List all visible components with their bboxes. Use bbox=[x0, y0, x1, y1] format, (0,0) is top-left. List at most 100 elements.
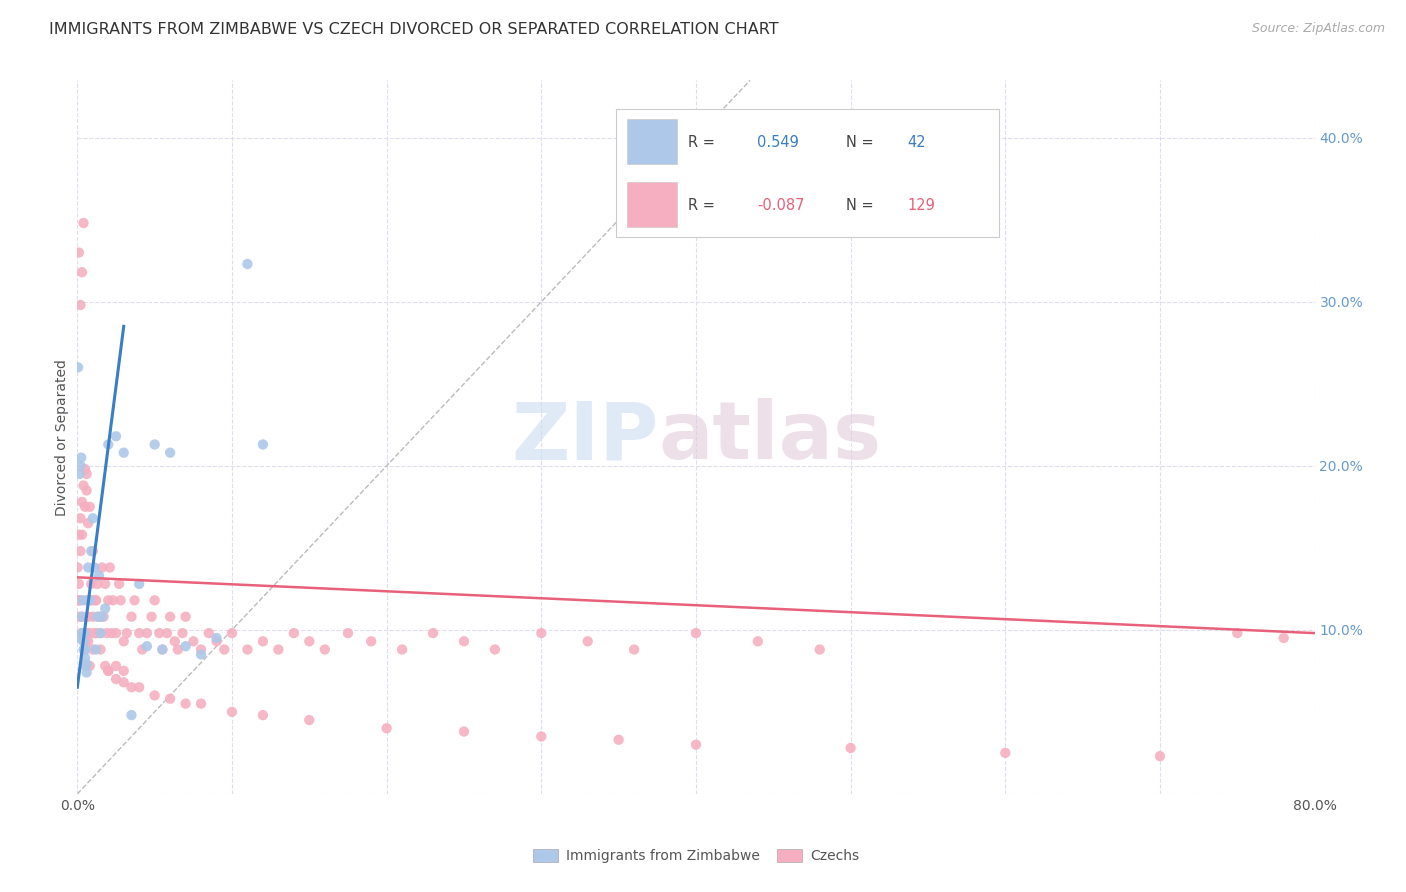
Point bbox=[152, 642, 174, 657]
Point bbox=[839, 741, 862, 756]
Point bbox=[72, 634, 94, 648]
Point bbox=[623, 642, 645, 657]
Point bbox=[112, 675, 135, 690]
Point bbox=[97, 664, 120, 678]
Point bbox=[236, 642, 259, 657]
Point bbox=[70, 609, 93, 624]
Point bbox=[112, 634, 135, 648]
Point bbox=[198, 626, 221, 640]
Point bbox=[205, 631, 228, 645]
Point bbox=[174, 609, 197, 624]
Point bbox=[82, 511, 104, 525]
Point bbox=[136, 626, 159, 640]
Point bbox=[79, 659, 101, 673]
Point bbox=[84, 626, 107, 640]
Point bbox=[337, 626, 360, 640]
Point bbox=[97, 664, 120, 678]
Point bbox=[93, 609, 115, 624]
Point bbox=[67, 360, 90, 375]
Point bbox=[77, 634, 100, 648]
Point bbox=[96, 626, 118, 640]
Point bbox=[143, 689, 166, 703]
Point bbox=[76, 657, 98, 672]
Point bbox=[67, 245, 90, 260]
Point bbox=[82, 609, 104, 624]
Text: Source: ZipAtlas.com: Source: ZipAtlas.com bbox=[1251, 22, 1385, 36]
Point bbox=[84, 642, 107, 657]
Point bbox=[94, 659, 117, 673]
Point bbox=[159, 609, 181, 624]
Point bbox=[83, 626, 105, 640]
Point bbox=[91, 560, 114, 574]
Point bbox=[76, 665, 98, 680]
Point bbox=[484, 642, 506, 657]
Point bbox=[143, 437, 166, 451]
Point bbox=[79, 593, 101, 607]
Point bbox=[112, 445, 135, 459]
Point bbox=[72, 626, 94, 640]
Point bbox=[84, 593, 107, 607]
Point bbox=[76, 593, 98, 607]
Point bbox=[190, 642, 212, 657]
Point bbox=[97, 437, 120, 451]
Point bbox=[391, 642, 413, 657]
Point bbox=[75, 462, 96, 476]
Point bbox=[314, 642, 336, 657]
Point bbox=[221, 705, 243, 719]
Point bbox=[167, 642, 190, 657]
Point bbox=[97, 593, 120, 607]
Point bbox=[576, 634, 599, 648]
Point bbox=[183, 634, 205, 648]
Point bbox=[172, 626, 194, 640]
Point bbox=[128, 577, 150, 591]
Point bbox=[283, 626, 305, 640]
Text: IMMIGRANTS FROM ZIMBABWE VS CZECH DIVORCED OR SEPARATED CORRELATION CHART: IMMIGRANTS FROM ZIMBABWE VS CZECH DIVORC… bbox=[49, 22, 779, 37]
Point bbox=[82, 544, 104, 558]
Point bbox=[105, 659, 127, 673]
Point bbox=[98, 560, 121, 574]
Point bbox=[685, 626, 707, 640]
Point bbox=[67, 577, 90, 591]
Point bbox=[90, 642, 111, 657]
Point bbox=[67, 593, 90, 607]
Y-axis label: Divorced or Separated: Divorced or Separated bbox=[55, 359, 69, 516]
Point bbox=[236, 257, 259, 271]
Point bbox=[94, 601, 117, 615]
Point bbox=[76, 467, 98, 481]
Point bbox=[77, 516, 100, 531]
Point bbox=[75, 642, 96, 657]
Point bbox=[76, 483, 98, 498]
Point bbox=[75, 500, 96, 514]
Point bbox=[530, 730, 553, 744]
Point bbox=[110, 593, 132, 607]
Point bbox=[70, 626, 93, 640]
Point bbox=[87, 609, 110, 624]
Point bbox=[69, 298, 91, 312]
Point bbox=[79, 626, 101, 640]
Point bbox=[190, 648, 212, 662]
Point bbox=[128, 680, 150, 694]
Point bbox=[80, 593, 103, 607]
Point bbox=[69, 511, 91, 525]
Point bbox=[108, 577, 131, 591]
Point bbox=[453, 724, 475, 739]
Point bbox=[100, 626, 122, 640]
Point bbox=[73, 626, 96, 640]
Point bbox=[86, 609, 108, 624]
Point bbox=[90, 609, 111, 624]
Point bbox=[121, 680, 143, 694]
Point bbox=[72, 634, 94, 648]
Point bbox=[453, 634, 475, 648]
Point bbox=[124, 593, 146, 607]
Point bbox=[190, 697, 212, 711]
Point bbox=[67, 593, 90, 607]
Point bbox=[75, 642, 96, 657]
Point bbox=[67, 631, 90, 645]
Point bbox=[163, 634, 186, 648]
Point bbox=[87, 568, 110, 582]
Point bbox=[75, 634, 96, 648]
Point bbox=[808, 642, 831, 657]
Point bbox=[422, 626, 444, 640]
Point bbox=[91, 609, 114, 624]
Point bbox=[252, 708, 274, 723]
